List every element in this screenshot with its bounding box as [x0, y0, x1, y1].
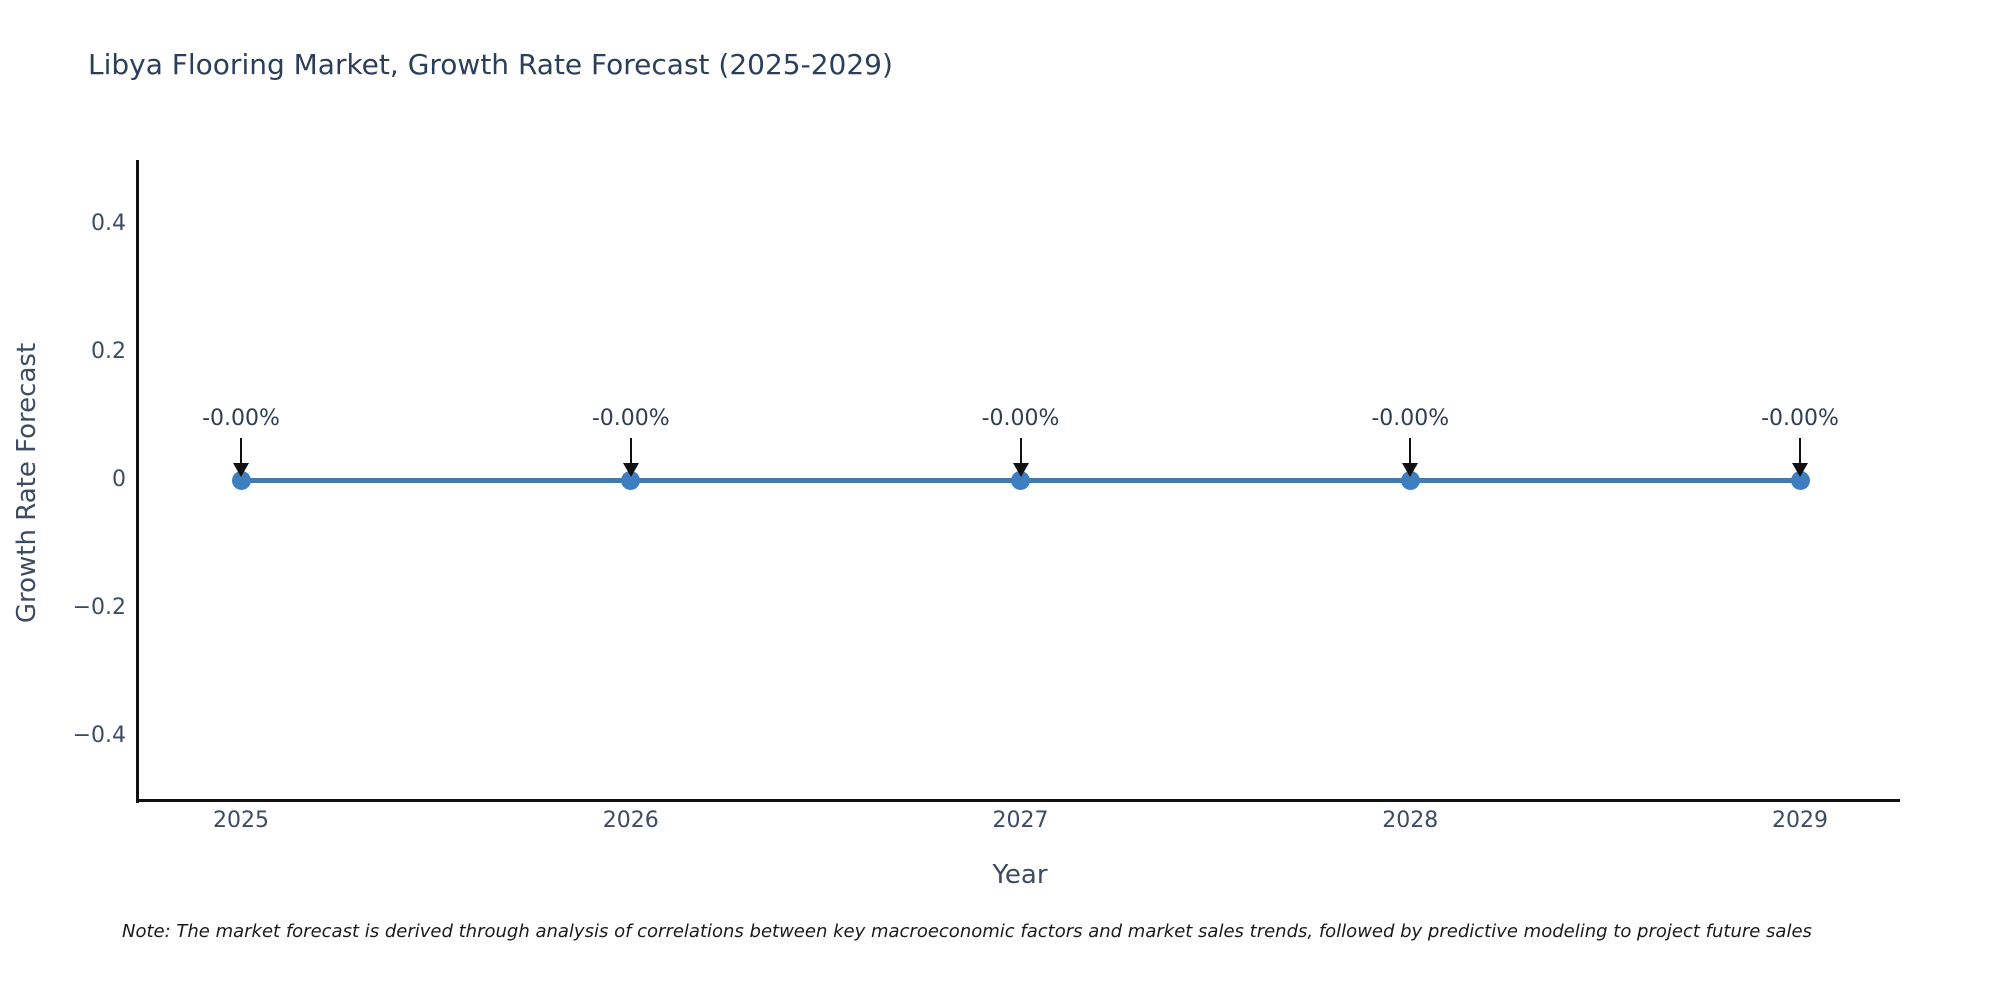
annotation-arrowhead-icon [233, 463, 249, 477]
x-tick-label: 2027 [992, 808, 1049, 833]
x-tick-label: 2029 [1772, 808, 1828, 833]
x-tick-label: 2026 [602, 808, 659, 833]
x-tick-label: 2025 [213, 808, 269, 833]
y-tick-label: 0 [112, 467, 126, 492]
annotation-arrowhead-icon [622, 463, 639, 477]
annotation-arrow-line [629, 438, 632, 464]
y-tick-label: −0.2 [72, 595, 126, 620]
annotation-arrowhead-icon [1402, 463, 1419, 477]
x-tick-label: 2028 [1382, 808, 1439, 833]
footnote-text: Note: The market forecast is derived thr… [122, 921, 1812, 942]
annotation-arrow-line [1799, 438, 1801, 464]
x-axis-title: Year [992, 860, 1048, 890]
annotation-label: -0.00% [981, 406, 1060, 431]
x-axis-line [136, 799, 1900, 802]
y-axis-title: Growth Rate Forecast [12, 342, 42, 624]
annotation-arrowhead-icon [1012, 463, 1029, 477]
annotation-label: -0.00% [1761, 406, 1839, 431]
annotation-arrow-line [1019, 438, 1022, 464]
annotation-arrow-line [1409, 438, 1412, 464]
y-axis-line [136, 160, 139, 803]
y-tick-label: 0.2 [91, 339, 126, 364]
annotation-arrowhead-icon [1792, 463, 1808, 477]
y-tick-label: 0.4 [91, 211, 126, 236]
annotation-label: -0.00% [202, 406, 280, 431]
y-tick-label: −0.4 [72, 723, 126, 748]
annotation-label: -0.00% [591, 406, 670, 431]
chart-title: Libya Flooring Market, Growth Rate Forec… [88, 48, 893, 81]
annotation-label: -0.00% [1371, 406, 1450, 431]
annotation-arrow-line [240, 438, 242, 464]
